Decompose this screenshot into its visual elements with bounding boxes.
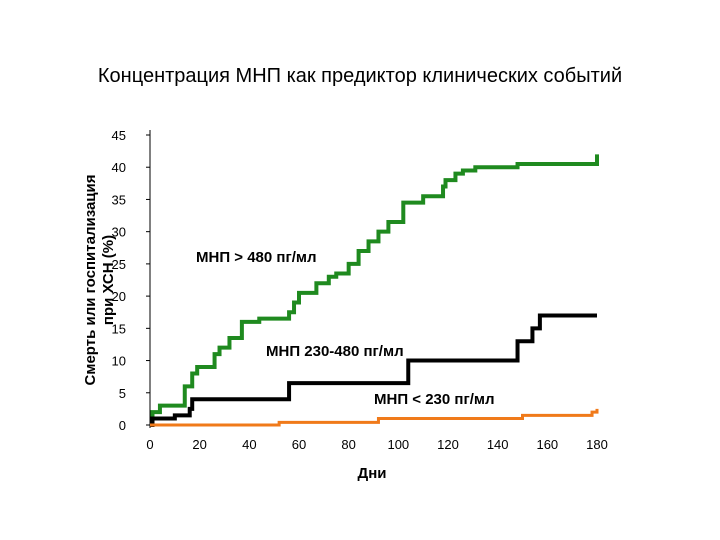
x-tick-label: 160 <box>536 437 558 452</box>
label-mid-bnp: МНП 230-480 пг/мл <box>266 343 404 360</box>
label-high-bnp: МНП > 480 пг/мл <box>196 249 317 266</box>
y-tick-label: 20 <box>112 289 126 304</box>
y-tick-label: 10 <box>112 354 126 369</box>
y-tick-label: 15 <box>112 321 126 336</box>
y-tick-label: 25 <box>112 257 126 272</box>
y-tick-label: 45 <box>112 128 126 143</box>
y-tick-label: 35 <box>112 192 126 207</box>
x-tick-label: 80 <box>341 437 355 452</box>
x-ticks: 0 20 40 60 80 100 120 140 160 180 <box>146 437 607 452</box>
y-axis-label-line-1: Смерть или госпитализация <box>82 175 99 386</box>
series-line-1 <box>150 154 599 427</box>
label-low-bnp: МНП < 230 пг/мл <box>374 391 495 408</box>
x-axis-label: Дни <box>358 465 387 482</box>
y-tick-label: 40 <box>112 160 126 175</box>
y-tick-label: 30 <box>112 225 126 240</box>
x-tick-label: 0 <box>146 437 153 452</box>
x-tick-label: 120 <box>437 437 459 452</box>
series-line-3 <box>150 408 599 427</box>
y-tick-label: 5 <box>119 386 126 401</box>
x-tick-label: 140 <box>487 437 509 452</box>
series-line-2 <box>150 313 597 427</box>
x-tick-label: 60 <box>292 437 306 452</box>
series-lines <box>150 154 599 427</box>
x-tick-label: 20 <box>192 437 206 452</box>
x-tick-label: 180 <box>586 437 608 452</box>
y-axis-label: Смерть или госпитализация при ХСН (%) <box>82 175 117 386</box>
x-tick-label: 100 <box>387 437 409 452</box>
y-ticks: 0 5 10 15 20 25 30 35 40 45 <box>112 128 150 433</box>
y-tick-label: 0 <box>119 418 126 433</box>
y-axis-label-line-2: при ХСН (%) <box>100 235 117 325</box>
x-tick-label: 40 <box>242 437 256 452</box>
chart-title: Концентрация МНП как предиктор клиническ… <box>98 65 622 87</box>
